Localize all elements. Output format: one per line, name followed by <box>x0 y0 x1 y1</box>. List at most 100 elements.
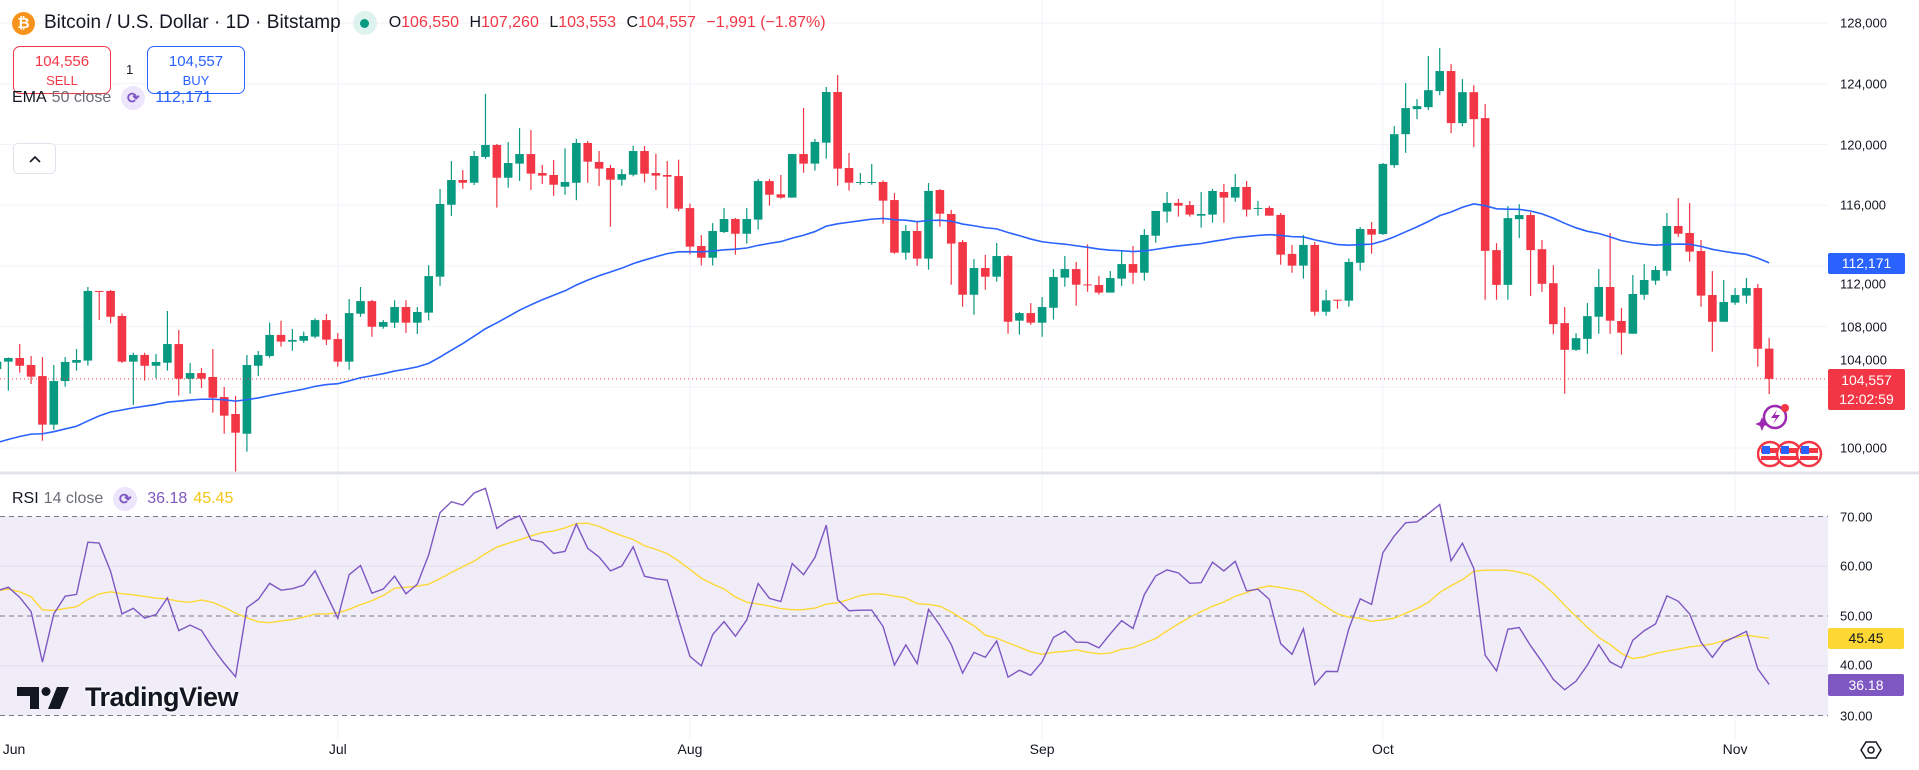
candle-body <box>901 230 911 253</box>
symbol-title[interactable]: Bitcoin / U.S. Dollar · 1D · Bitstamp <box>44 12 341 33</box>
settings-icon[interactable] <box>1860 740 1882 765</box>
candle-body <box>617 174 627 180</box>
candle-body <box>1140 234 1149 273</box>
price-tick-label: 112,000 <box>1840 276 1887 291</box>
candle-body <box>651 173 661 176</box>
candle-body <box>1355 229 1365 263</box>
candle <box>1560 307 1569 394</box>
candle <box>1037 297 1047 337</box>
candle-body <box>1344 261 1354 301</box>
candle <box>435 188 445 286</box>
ema-price-badge: 112,171 <box>1828 252 1905 274</box>
candle-body <box>1480 118 1490 251</box>
candle-body <box>765 181 774 195</box>
candle-body <box>958 242 967 295</box>
change-value: −1,991 (−1.87%) <box>706 14 826 31</box>
candle-body <box>49 381 59 425</box>
candle <box>1242 180 1251 217</box>
chevron-up-icon <box>28 155 41 163</box>
us-flag-icon <box>1775 440 1803 468</box>
candle <box>1412 99 1422 120</box>
candle-body <box>310 320 320 337</box>
ema-legend[interactable]: EMA 50 close ⟳ 112,171 <box>12 86 212 110</box>
economic-events-us-flag-icons[interactable] <box>1756 440 1823 473</box>
rsi-value: 36.18 <box>147 490 188 507</box>
candle-body <box>1424 90 1433 108</box>
ema-badge-value: 112,171 <box>1841 254 1892 271</box>
market-open-dot-icon[interactable] <box>352 11 377 35</box>
candle <box>1253 200 1263 216</box>
candle <box>572 138 581 201</box>
candle-body <box>333 339 343 362</box>
candle-body <box>26 364 36 377</box>
candle-body <box>821 91 831 143</box>
candle-body <box>1367 229 1376 235</box>
candle-body <box>1174 202 1183 206</box>
candle-body <box>1117 264 1126 279</box>
candle-body <box>1287 253 1297 266</box>
candle <box>1344 258 1354 307</box>
buy-price: 104,557 <box>168 53 224 70</box>
refresh-icon[interactable]: ⟳ <box>113 487 138 511</box>
candle <box>1367 222 1376 254</box>
candle-body <box>799 154 808 164</box>
candle-body <box>163 344 172 363</box>
candle <box>537 164 547 184</box>
candle-body <box>129 354 138 362</box>
candle <box>1230 173 1240 202</box>
us-flag-icon <box>1795 440 1823 468</box>
refresh-icon[interactable]: ⟳ <box>121 86 146 110</box>
rsi-line <box>0 487 1770 691</box>
candle <box>685 203 695 255</box>
candle-body <box>742 219 752 234</box>
candle <box>1151 210 1161 243</box>
candle-body <box>1219 191 1229 198</box>
candle-body <box>1105 278 1115 293</box>
candle <box>1276 212 1285 265</box>
candle <box>1389 126 1399 168</box>
buy-button[interactable]: 104,557 BUY <box>147 46 245 94</box>
open-value: 106,550 <box>401 14 459 31</box>
candle-body <box>1196 214 1206 216</box>
candle <box>117 313 127 364</box>
candle <box>1219 183 1229 223</box>
spread-value: 1 <box>126 62 134 77</box>
candle-body <box>185 373 195 379</box>
candle <box>390 300 399 328</box>
candle-body <box>685 208 695 247</box>
candle <box>1071 261 1081 306</box>
sell-button[interactable]: 104,556 SELL <box>13 46 111 94</box>
candle <box>322 314 331 345</box>
candle <box>1140 229 1149 281</box>
candle-body <box>549 175 558 185</box>
buy-label: BUY <box>182 73 210 88</box>
collapse-legend-button[interactable] <box>13 143 56 174</box>
rsi-legend[interactable]: RSI 14 close ⟳ 36.18 45.45 <box>12 487 233 511</box>
candle <box>549 159 558 196</box>
candle <box>901 225 911 260</box>
candle-body <box>640 151 649 174</box>
candle <box>640 146 649 183</box>
time-tick-label: Jul <box>328 741 347 757</box>
candle-body <box>924 190 933 259</box>
candle <box>424 265 433 321</box>
candle-body <box>276 334 286 342</box>
candle <box>49 364 59 430</box>
candle <box>106 290 115 324</box>
candle-body <box>1378 163 1388 235</box>
candle <box>799 107 808 173</box>
candle-body <box>1162 202 1172 212</box>
candle-body <box>1605 286 1615 321</box>
candle <box>697 235 706 266</box>
candle <box>515 128 524 181</box>
ideas-lightning-icon[interactable] <box>1755 402 1792 437</box>
sell-price: 104,556 <box>34 53 90 70</box>
price-tick-label: 124,000 <box>1840 76 1887 92</box>
candle <box>1424 56 1433 111</box>
candle-body <box>628 151 638 175</box>
price-tick-label: 116,000 <box>1840 197 1887 213</box>
ema-line <box>0 203 1770 443</box>
candle-body <box>1639 280 1649 295</box>
candle-body <box>390 307 399 323</box>
